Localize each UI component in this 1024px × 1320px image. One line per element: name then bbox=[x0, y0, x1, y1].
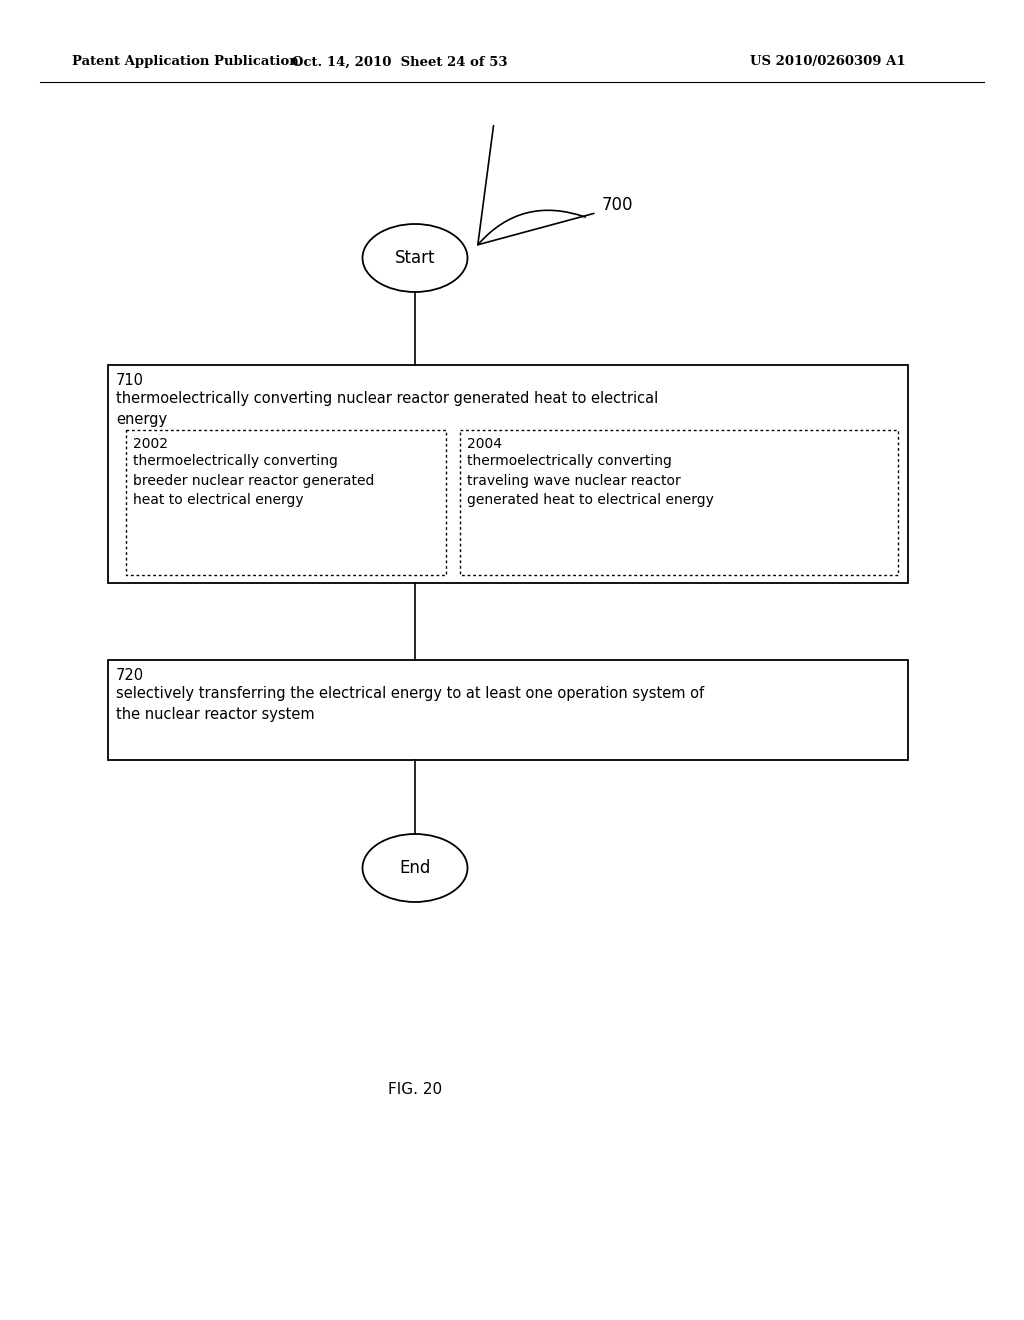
Bar bbox=[460, 430, 898, 576]
Bar bbox=[108, 366, 908, 583]
Text: 700: 700 bbox=[602, 195, 634, 214]
Bar bbox=[108, 660, 908, 760]
Text: thermoelectrically converting
traveling wave nuclear reactor
generated heat to e: thermoelectrically converting traveling … bbox=[467, 454, 714, 507]
Text: 720: 720 bbox=[116, 668, 144, 682]
Text: 710: 710 bbox=[116, 374, 144, 388]
Text: 2002: 2002 bbox=[133, 437, 168, 451]
Text: FIG. 20: FIG. 20 bbox=[388, 1082, 442, 1097]
FancyArrowPatch shape bbox=[478, 125, 594, 244]
Text: 2004: 2004 bbox=[467, 437, 502, 451]
Text: thermoelectrically converting
breeder nuclear reactor generated
heat to electric: thermoelectrically converting breeder nu… bbox=[133, 454, 375, 507]
Text: US 2010/0260309 A1: US 2010/0260309 A1 bbox=[750, 55, 905, 69]
Text: Start: Start bbox=[394, 249, 435, 267]
Text: End: End bbox=[399, 859, 431, 876]
Text: Patent Application Publication: Patent Application Publication bbox=[72, 55, 299, 69]
Text: selectively transferring the electrical energy to at least one operation system : selectively transferring the electrical … bbox=[116, 686, 705, 722]
Text: thermoelectrically converting nuclear reactor generated heat to electrical
energ: thermoelectrically converting nuclear re… bbox=[116, 391, 658, 426]
Bar bbox=[126, 430, 446, 576]
Text: Oct. 14, 2010  Sheet 24 of 53: Oct. 14, 2010 Sheet 24 of 53 bbox=[292, 55, 508, 69]
